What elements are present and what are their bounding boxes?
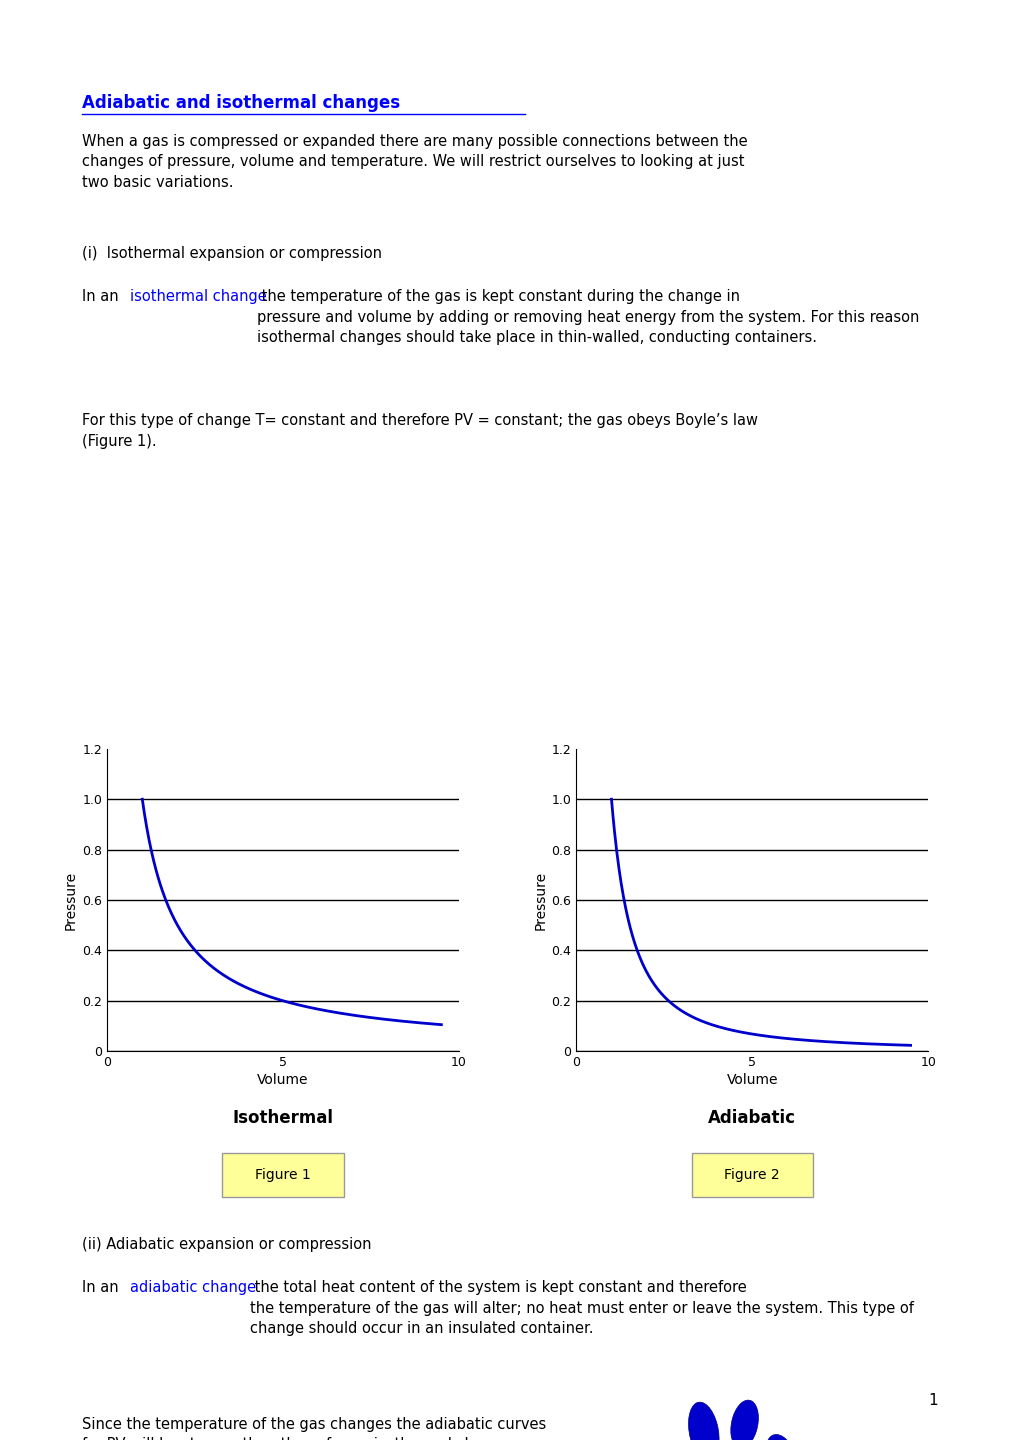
- Text: Since the temperature of the gas changes the adiabatic curves
for PV will be ste: Since the temperature of the gas changes…: [82, 1417, 551, 1440]
- X-axis label: Volume: Volume: [257, 1073, 309, 1087]
- Text: (ii) Adiabatic expansion or compression: (ii) Adiabatic expansion or compression: [82, 1237, 371, 1251]
- Ellipse shape: [688, 1403, 718, 1440]
- Y-axis label: Pressure: Pressure: [533, 870, 547, 930]
- Ellipse shape: [730, 1400, 758, 1440]
- Text: In an: In an: [82, 289, 122, 304]
- Text: (i)  Isothermal expansion or compression: (i) Isothermal expansion or compression: [82, 246, 381, 261]
- Text: the total heat content of the system is kept constant and therefore
the temperat: the total heat content of the system is …: [250, 1280, 913, 1336]
- Y-axis label: Pressure: Pressure: [64, 870, 78, 930]
- Text: When a gas is compressed or expanded there are many possible connections between: When a gas is compressed or expanded the…: [82, 134, 747, 190]
- Text: Figure 2: Figure 2: [723, 1168, 780, 1182]
- Text: Isothermal: Isothermal: [232, 1109, 333, 1126]
- Text: Figure 1: Figure 1: [255, 1168, 311, 1182]
- Text: Adiabatic and isothermal changes: Adiabatic and isothermal changes: [82, 94, 399, 111]
- Text: Adiabatic: Adiabatic: [707, 1109, 796, 1126]
- Text: adiabatic change: adiabatic change: [129, 1280, 256, 1295]
- Text: In an: In an: [82, 1280, 122, 1295]
- FancyBboxPatch shape: [222, 1153, 343, 1197]
- Ellipse shape: [766, 1434, 793, 1440]
- Text: For this type of change T= constant and therefore PV = constant; the gas obeys B: For this type of change T= constant and …: [82, 413, 757, 449]
- Text: the temperature of the gas is kept constant during the change in
pressure and vo: the temperature of the gas is kept const…: [257, 289, 918, 346]
- Text: isothermal change: isothermal change: [129, 289, 266, 304]
- X-axis label: Volume: Volume: [726, 1073, 777, 1087]
- Text: 1: 1: [928, 1394, 937, 1408]
- FancyBboxPatch shape: [691, 1153, 812, 1197]
